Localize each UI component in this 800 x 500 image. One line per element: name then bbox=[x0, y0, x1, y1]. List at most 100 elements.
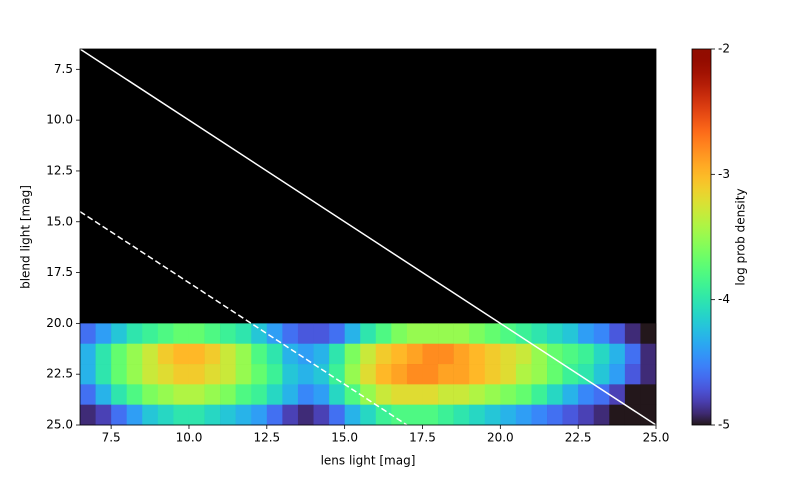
heatmap-cell bbox=[220, 404, 236, 426]
heatmap-cell bbox=[126, 384, 143, 405]
heatmap-cell bbox=[406, 364, 423, 385]
reference-line bbox=[79, 210, 408, 426]
heatmap-cell bbox=[406, 343, 423, 365]
heatmap-cell bbox=[266, 343, 283, 365]
heatmap-cell bbox=[422, 343, 439, 365]
heatmap-cell bbox=[266, 404, 283, 426]
y-tick-label: 22.5 bbox=[46, 367, 73, 381]
heatmap-cell bbox=[157, 364, 174, 385]
heatmap-cell bbox=[562, 364, 579, 385]
heatmap-cell bbox=[406, 323, 423, 345]
heatmap-cell bbox=[438, 323, 454, 345]
heatmap-cell bbox=[562, 343, 579, 365]
colorbar-label: log prob density bbox=[734, 188, 748, 285]
heatmap-cell bbox=[422, 404, 439, 426]
heatmap-cell bbox=[235, 384, 252, 405]
heatmap-cell bbox=[173, 323, 190, 345]
heatmap-cell bbox=[593, 364, 610, 385]
heatmap-cell bbox=[578, 323, 595, 345]
heatmap-cell bbox=[422, 384, 439, 405]
heatmap-cell bbox=[251, 343, 268, 365]
heatmap-cell bbox=[484, 404, 501, 426]
heatmap-cell bbox=[142, 384, 159, 405]
heatmap-cell bbox=[282, 323, 299, 345]
heatmap-cell bbox=[391, 364, 408, 385]
heatmap-cell bbox=[282, 364, 299, 385]
heatmap-cell bbox=[173, 384, 190, 405]
heatmap-cell bbox=[547, 404, 563, 426]
colorbar-tick-label: -2 bbox=[718, 42, 730, 56]
heatmap-cell bbox=[469, 323, 486, 345]
heatmap-cell bbox=[173, 364, 190, 385]
heatmap-cell bbox=[391, 343, 408, 365]
heatmap-cell bbox=[157, 343, 174, 365]
heatmap-cell bbox=[344, 384, 361, 405]
heatmap-cell bbox=[578, 384, 595, 405]
heatmap-cell bbox=[235, 343, 252, 365]
heatmap-cell bbox=[142, 323, 159, 345]
heatmap-cell bbox=[266, 364, 283, 385]
heatmap-cell bbox=[360, 364, 377, 385]
heatmap-cell bbox=[547, 364, 563, 385]
heatmap-cell bbox=[188, 364, 205, 385]
heatmap-cell bbox=[640, 384, 657, 405]
x-tick-label: 12.5 bbox=[253, 431, 280, 445]
heatmap-cell bbox=[593, 343, 610, 365]
y-tick-label: 17.5 bbox=[46, 265, 73, 279]
heatmap-cell bbox=[111, 343, 128, 365]
heatmap-cell bbox=[469, 384, 486, 405]
heatmap-cell bbox=[531, 343, 548, 365]
y-tick-label: 20.0 bbox=[46, 316, 73, 330]
heatmap-cell bbox=[562, 384, 579, 405]
heatmap-cell bbox=[173, 404, 190, 426]
heatmap-cell bbox=[204, 384, 221, 405]
x-axis-label: lens light [mag] bbox=[321, 454, 416, 468]
heatmap-cell bbox=[282, 404, 299, 426]
heatmap-cell bbox=[204, 364, 221, 385]
heatmap-cell bbox=[266, 384, 283, 405]
heatmap-cell bbox=[360, 323, 377, 345]
heatmap-cell bbox=[111, 364, 128, 385]
heatmap-cell bbox=[484, 384, 501, 405]
heatmap-cell bbox=[329, 364, 345, 385]
heatmap-cell bbox=[453, 404, 470, 426]
heatmap-cell bbox=[329, 404, 345, 426]
heatmap-cell bbox=[453, 364, 470, 385]
heatmap-cell bbox=[126, 343, 143, 365]
heatmap-cell bbox=[593, 404, 610, 426]
heatmap-cell bbox=[80, 323, 96, 345]
heatmap-cell bbox=[95, 404, 112, 426]
heatmap-cell bbox=[344, 323, 361, 345]
heatmap-cell bbox=[531, 384, 548, 405]
heatmap-cell bbox=[484, 323, 501, 345]
heatmap-cell bbox=[95, 343, 112, 365]
heatmap-cell bbox=[360, 343, 377, 365]
x-tick-label: 15.0 bbox=[331, 431, 358, 445]
x-tick-label: 22.5 bbox=[565, 431, 592, 445]
heatmap-cell bbox=[453, 323, 470, 345]
heatmap-cell bbox=[562, 404, 579, 426]
heatmap-cell bbox=[469, 343, 486, 365]
heatmap-cell bbox=[578, 364, 595, 385]
heatmap-cell bbox=[313, 343, 330, 365]
heatmap-cell bbox=[624, 364, 641, 385]
heatmap-cell bbox=[126, 364, 143, 385]
heatmap-cell bbox=[624, 384, 641, 405]
heatmap-cell bbox=[609, 343, 626, 365]
heatmap-cell bbox=[438, 364, 454, 385]
colorbar-tick-label: -5 bbox=[718, 418, 730, 432]
heatmap-cell bbox=[220, 384, 236, 405]
heatmap-cell bbox=[142, 343, 159, 365]
heatmap-cell bbox=[313, 404, 330, 426]
heatmap-cell bbox=[375, 364, 392, 385]
heatmap-cell bbox=[438, 404, 454, 426]
heatmap-cell bbox=[406, 384, 423, 405]
colorbar-tick-label: -3 bbox=[718, 167, 730, 181]
heatmap-cell bbox=[391, 404, 408, 426]
heatmap-cell bbox=[188, 323, 205, 345]
heatmap-cell bbox=[453, 343, 470, 365]
heatmap-cell bbox=[344, 343, 361, 365]
heatmap-cell bbox=[251, 323, 268, 345]
heatmap-cell bbox=[111, 384, 128, 405]
